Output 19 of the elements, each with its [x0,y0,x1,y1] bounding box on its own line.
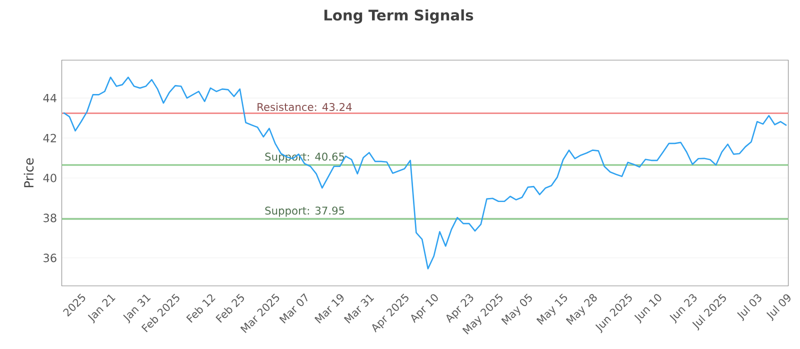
y-tick-label: 36 [44,254,56,262]
x-tick-label: Jul 09 [766,294,790,322]
x-tick-label: Feb 12 [186,294,216,323]
x-tick-label: Apr 10 [411,294,438,324]
y-axis-title: Price [24,158,34,188]
x-tick-label: Feb 25 [216,294,244,323]
y-tick-label: 40 [43,174,56,182]
x-tick-label: Mar 07 [279,293,308,324]
x-tick-label: Jun 10 [634,294,662,324]
ref-line-label: Support: 37.95 [265,206,344,217]
x-tick-label: Jan 21 [88,294,116,324]
x-tick-label: Jul 03 [737,294,762,322]
y-tick-label: 44 [43,94,56,102]
chart-title: Long Term Signals [324,10,474,24]
ref-line-label: Resistance: 43.24 [258,102,352,112]
y-tick-label: 42 [43,134,56,142]
x-tick-label: Mar 31 [344,294,374,324]
y-tick-label: 38 [44,214,56,222]
x-tick-label: Mar 19 [314,294,344,324]
